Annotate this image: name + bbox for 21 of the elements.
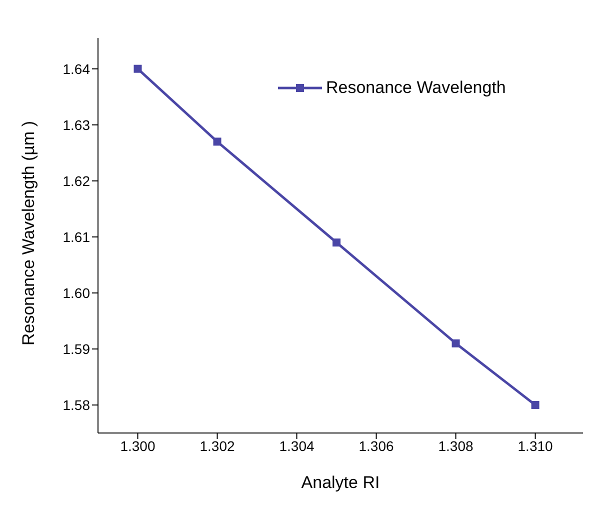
y-tick-label: 1.63	[62, 116, 90, 133]
legend-label: Resonance Wavelength	[326, 78, 506, 98]
y-tick-label: 1.58	[62, 396, 90, 413]
point	[134, 64, 142, 73]
x-tick-label: 1.310	[518, 438, 554, 454]
y-tick-label: 1.62	[62, 172, 90, 189]
x-tick-label: 1.308	[438, 438, 474, 454]
x-tick-label: 1.302	[200, 438, 235, 454]
point	[452, 339, 460, 348]
x-axis-title: Analyte RI	[301, 473, 380, 492]
x-tick-label: 1.304	[279, 438, 314, 454]
point	[531, 400, 540, 409]
y-tick-label: 1.64	[62, 60, 90, 77]
y-axis-title: Resonance Wavelength (µm )	[19, 120, 38, 346]
x-tick-label: 1.300	[120, 438, 156, 454]
y-tick-label: 1.59	[62, 340, 90, 357]
point	[332, 238, 341, 247]
y-tick-label: 1.60	[62, 284, 90, 301]
x-tick-label: 1.306	[358, 438, 394, 454]
y-tick-label: 1.61	[62, 228, 90, 245]
point	[213, 138, 222, 146]
